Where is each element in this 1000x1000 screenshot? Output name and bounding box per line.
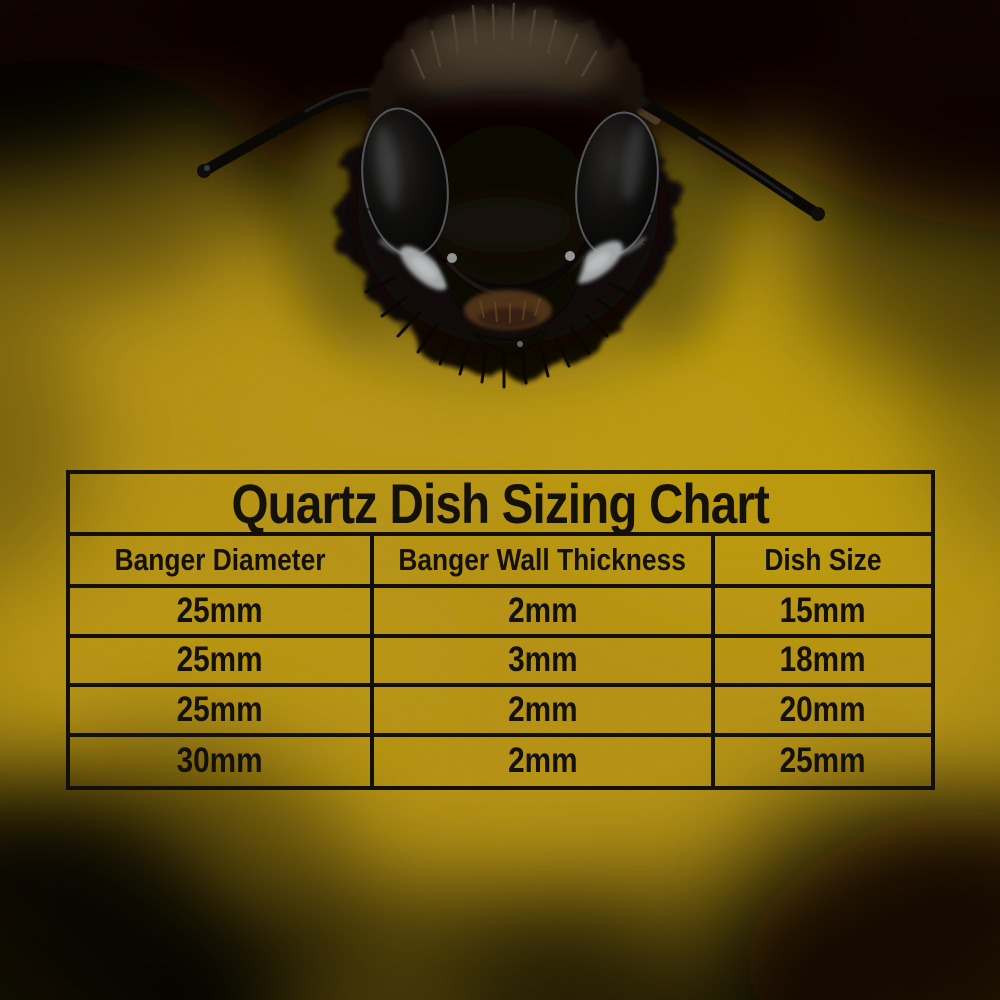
table-cell: 25mm xyxy=(70,588,374,638)
table-cell: 25mm xyxy=(779,741,866,781)
table-cell: 30mm xyxy=(70,736,374,786)
table-cell: 20mm xyxy=(714,687,931,737)
quartz-dish-sizing-table: Quartz Dish Sizing Chart Banger Diameter… xyxy=(66,470,935,790)
table-cell: 25mm xyxy=(70,637,374,687)
table-cell: 2mm xyxy=(373,588,715,638)
table-cell: 2mm xyxy=(374,736,715,786)
column-header-banger-wall-thickness: Banger Wall Thickness xyxy=(373,536,715,588)
table-cell: 15mm xyxy=(714,588,931,638)
table-cell: 3mm xyxy=(373,637,715,687)
table-cell: 2mm xyxy=(373,687,715,737)
table-cell: 18mm xyxy=(714,638,931,687)
table-title-text: Quartz Dish Sizing Chart xyxy=(231,474,770,535)
table-cell: 25mm xyxy=(70,687,374,737)
column-header-dish-size: Dish Size xyxy=(714,536,931,588)
table-title: Quartz Dish Sizing Chart xyxy=(70,474,931,536)
column-header-banger-diameter: Banger Diameter xyxy=(70,536,374,588)
